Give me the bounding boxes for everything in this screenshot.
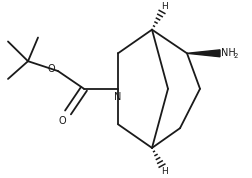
Text: H: H — [161, 167, 167, 176]
Text: NH: NH — [221, 48, 236, 58]
Text: N: N — [114, 92, 122, 102]
Text: O: O — [58, 116, 66, 126]
Text: H: H — [161, 2, 167, 11]
Text: O: O — [47, 64, 55, 74]
Text: 2: 2 — [234, 53, 238, 59]
Polygon shape — [187, 50, 220, 57]
